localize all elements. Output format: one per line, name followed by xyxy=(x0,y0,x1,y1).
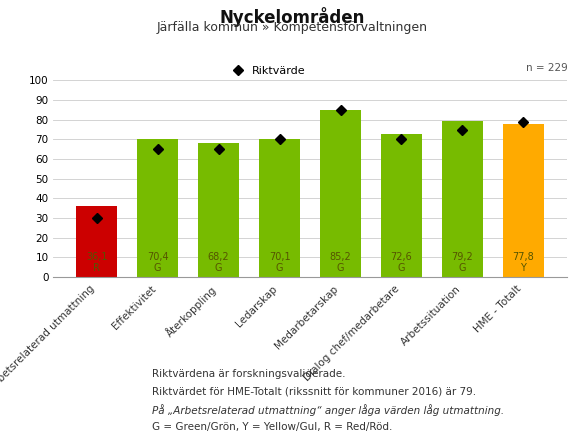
Bar xyxy=(503,124,544,277)
Bar xyxy=(320,110,361,277)
Bar xyxy=(442,122,483,277)
Text: Riktvärdet för HME-Totalt (rikssnitt för kommuner 2016) är 79.: Riktvärdet för HME-Totalt (rikssnitt för… xyxy=(152,387,476,396)
Legend: Riktvärde: Riktvärde xyxy=(222,61,310,80)
Text: HME - Totalt: HME - Totalt xyxy=(473,284,524,335)
Text: Dialog chef/medarbetare: Dialog chef/medarbetare xyxy=(302,284,401,383)
Text: Ledarskap: Ledarskap xyxy=(235,284,280,329)
Bar xyxy=(76,206,118,277)
Bar xyxy=(198,143,239,277)
Text: Riktvärdena är forskningsvaliderade.: Riktvärdena är forskningsvaliderade. xyxy=(152,369,346,379)
Text: Nyckelområden: Nyckelområden xyxy=(220,7,365,27)
Text: På „Arbetsrelaterad utmattning“ anger låga värden låg utmattning.: På „Arbetsrelaterad utmattning“ anger lå… xyxy=(152,405,504,417)
Text: 72,6
G: 72,6 G xyxy=(391,252,412,273)
Bar xyxy=(137,139,178,277)
Text: Järfälla kommun » Kompetensförvaltningen: Järfälla kommun » Kompetensförvaltningen xyxy=(157,21,428,34)
Text: 70,4
G: 70,4 G xyxy=(147,252,168,273)
Text: 77,8
Y: 77,8 Y xyxy=(512,252,534,273)
Bar xyxy=(381,135,422,277)
Text: G = Green/Grön, Y = Yellow/Gul, R = Red/Röd.: G = Green/Grön, Y = Yellow/Gul, R = Red/… xyxy=(152,422,393,432)
Text: Återkoppling: Återkoppling xyxy=(163,284,219,339)
Text: Medarbetarskap: Medarbetarskap xyxy=(273,284,340,351)
Text: 68,2
G: 68,2 G xyxy=(208,252,229,273)
Text: Arbetssituation: Arbetssituation xyxy=(399,284,462,347)
Text: n = 229: n = 229 xyxy=(526,63,567,72)
Text: 85,2
G: 85,2 G xyxy=(329,252,352,273)
Text: 36,1
R: 36,1 R xyxy=(86,252,108,273)
Text: 70,1
G: 70,1 G xyxy=(269,252,290,273)
Text: Arbetsrelaterad utmattning: Arbetsrelaterad utmattning xyxy=(0,284,97,392)
Bar xyxy=(259,139,300,277)
Text: Effektivitet: Effektivitet xyxy=(110,284,158,332)
Text: 79,2
G: 79,2 G xyxy=(452,252,473,273)
